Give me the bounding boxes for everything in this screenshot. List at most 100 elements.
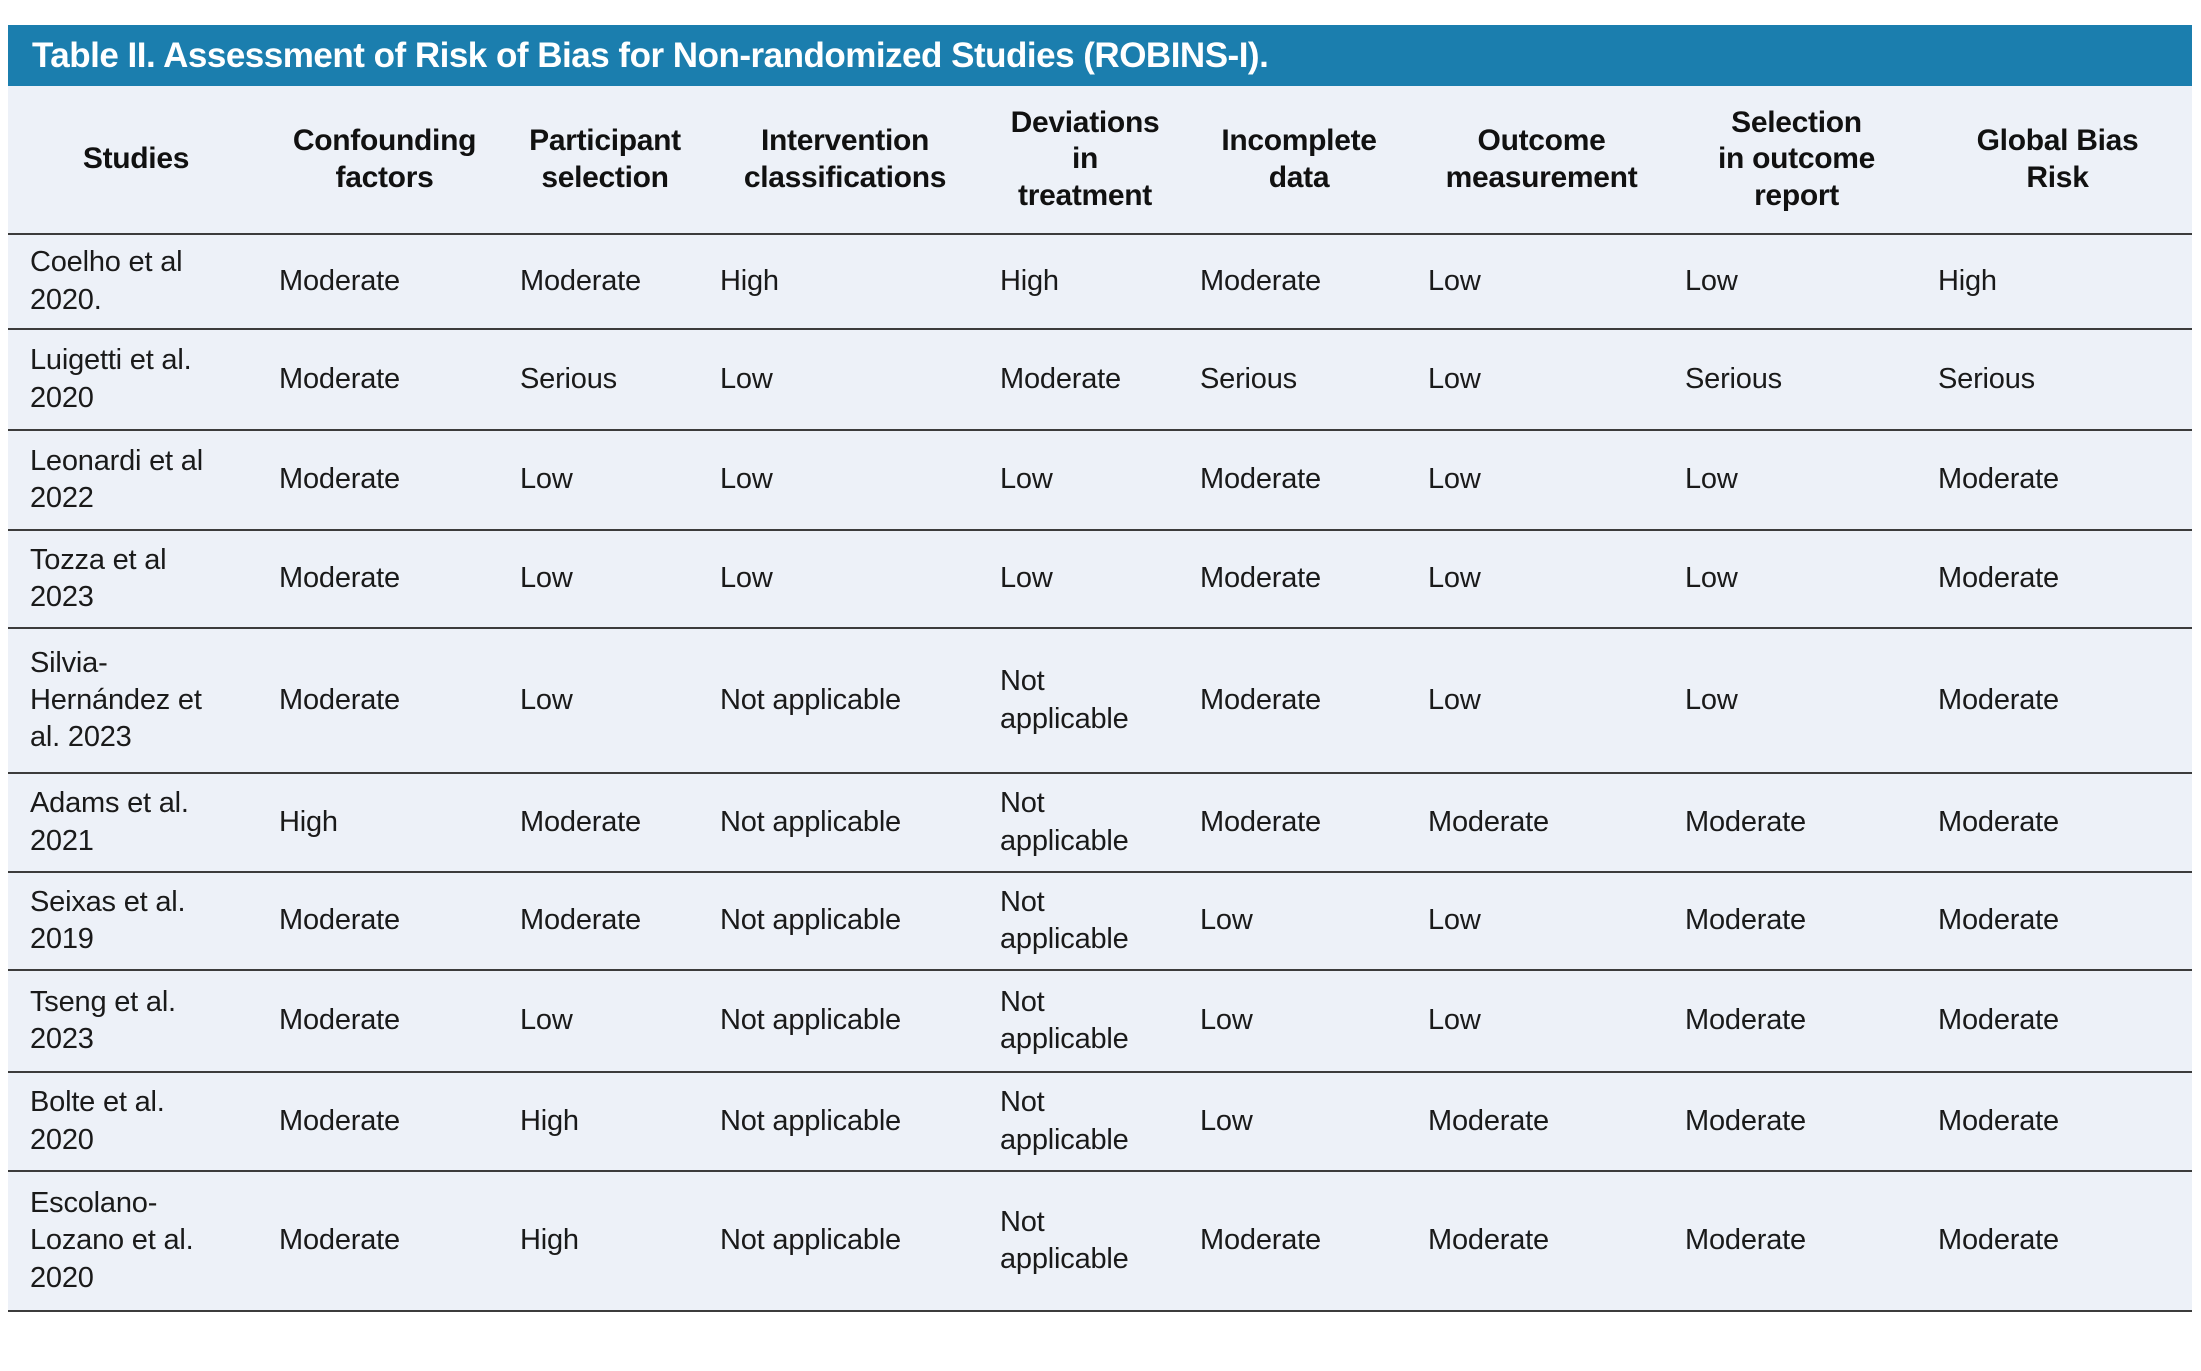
table-title: Table II. Assessment of Risk of Bias for…: [32, 35, 1269, 75]
rating-cell: Moderate: [1185, 773, 1413, 873]
rating-cell: Low: [985, 530, 1185, 629]
rating-cell: Not applicable: [705, 628, 985, 774]
rating-cell: Moderate: [985, 329, 1185, 431]
rating-cell: Low: [1413, 970, 1670, 1073]
rating-cell: Low: [705, 430, 985, 531]
rating-cell: Moderate: [1185, 430, 1413, 531]
rating-cell: Low: [505, 430, 705, 531]
rating-cell: High: [505, 1171, 705, 1312]
study-cell: Tseng et al. 2023: [8, 970, 264, 1073]
rating-cell: Moderate: [1413, 1171, 1670, 1312]
study-cell: Tozza et al 2023: [8, 530, 264, 629]
rating-cell: Serious: [1670, 329, 1923, 431]
rating-cell: Not applicable: [985, 1171, 1185, 1312]
rating-cell: Moderate: [1185, 234, 1413, 330]
rating-cell: Low: [1670, 628, 1923, 774]
table-title-bar: Table II. Assessment of Risk of Bias for…: [8, 25, 2192, 86]
table-row: Tozza et al 2023 Moderate Low Low Low Moderat…: [8, 530, 2192, 629]
rating-cell: Not applicable: [705, 872, 985, 971]
rating-cell: Moderate: [505, 234, 705, 330]
column-header: Selection in outcome report: [1670, 86, 1923, 235]
table-row: Coelho et al 2020. Moderate Moderate High Hi…: [8, 234, 2192, 330]
table-row: Escolano- Lozano et al. 2020 Moderate High…: [8, 1171, 2192, 1312]
table-row: Silvia- Hernández et al. 2023 Moderate Low…: [8, 628, 2192, 774]
header-row: Studies Confounding factors Participant se…: [8, 86, 2192, 235]
rating-cell: Not applicable: [985, 773, 1185, 873]
rating-cell: Moderate: [264, 628, 505, 774]
rating-cell: Moderate: [1923, 628, 2192, 774]
rating-cell: Moderate: [1413, 1072, 1670, 1172]
rating-cell: Serious: [505, 329, 705, 431]
rating-cell: Moderate: [264, 1072, 505, 1172]
rating-cell: Low: [1185, 1072, 1413, 1172]
rating-cell: Low: [1185, 970, 1413, 1073]
column-header: Confounding factors: [264, 86, 505, 235]
column-header: Deviations in treatment: [985, 86, 1185, 235]
rating-cell: Low: [1413, 234, 1670, 330]
rating-cell: Low: [1413, 872, 1670, 971]
rating-cell: Low: [705, 530, 985, 629]
rating-cell: Not applicable: [705, 773, 985, 873]
rating-cell: Low: [1413, 329, 1670, 431]
study-cell: Coelho et al 2020.: [8, 234, 264, 330]
rating-cell: Moderate: [264, 1171, 505, 1312]
table-row: Leonardi et al 2022 Moderate Low Low Low Mode…: [8, 430, 2192, 531]
study-cell: Seixas et al. 2019: [8, 872, 264, 971]
rating-cell: Low: [985, 430, 1185, 531]
study-cell: Luigetti et al. 2020: [8, 329, 264, 431]
rating-cell: Moderate: [1923, 430, 2192, 531]
rating-cell: Low: [1413, 530, 1670, 629]
table-container: Studies Confounding factors Participant se…: [8, 86, 2192, 1312]
rating-cell: Not applicable: [985, 872, 1185, 971]
rating-cell: Moderate: [1923, 872, 2192, 971]
table-row: Adams et al. 2021 High Moderate Not applica…: [8, 773, 2192, 873]
column-header: Intervention classifications: [705, 86, 985, 235]
rating-cell: Low: [505, 628, 705, 774]
rating-cell: Moderate: [264, 970, 505, 1073]
rating-cell: High: [1923, 234, 2192, 330]
table-body: Coelho et al 2020. Moderate Moderate High Hi…: [8, 234, 2192, 1312]
rating-cell: Low: [1185, 872, 1413, 971]
rating-cell: Not applicable: [705, 970, 985, 1073]
rating-cell: Moderate: [505, 872, 705, 971]
rating-cell: Moderate: [1923, 773, 2192, 873]
study-cell: Leonardi et al 2022: [8, 430, 264, 531]
table-row: Luigetti et al. 2020 Moderate Serious Low Mo…: [8, 329, 2192, 431]
rating-cell: Moderate: [505, 773, 705, 873]
column-header: Global Bias Risk: [1923, 86, 2192, 235]
rating-cell: Low: [505, 970, 705, 1073]
rating-cell: Moderate: [1670, 1072, 1923, 1172]
study-cell: Adams et al. 2021: [8, 773, 264, 873]
table-row: Seixas et al. 2019 Moderate Moderate Not ap…: [8, 872, 2192, 971]
column-header: Studies: [8, 86, 264, 235]
rating-cell: Moderate: [1185, 628, 1413, 774]
column-header: Participant selection: [505, 86, 705, 235]
rating-cell: Moderate: [1185, 1171, 1413, 1312]
rating-cell: Serious: [1185, 329, 1413, 431]
rating-cell: High: [264, 773, 505, 873]
rating-cell: Low: [705, 329, 985, 431]
rating-cell: Low: [1413, 430, 1670, 531]
robins-table: Studies Confounding factors Participant se…: [8, 86, 2192, 1312]
column-header: Incomplete data: [1185, 86, 1413, 235]
rating-cell: Low: [1670, 430, 1923, 531]
rating-cell: Low: [1413, 628, 1670, 774]
rating-cell: Moderate: [1670, 872, 1923, 971]
rating-cell: Moderate: [1670, 970, 1923, 1073]
table-row: Bolte et al. 2020 Moderate High Not applica…: [8, 1072, 2192, 1172]
rating-cell: Moderate: [1923, 530, 2192, 629]
rating-cell: High: [985, 234, 1185, 330]
study-cell: Escolano- Lozano et al. 2020: [8, 1171, 264, 1312]
rating-cell: Not applicable: [985, 1072, 1185, 1172]
rating-cell: Moderate: [264, 234, 505, 330]
study-cell: Bolte et al. 2020: [8, 1072, 264, 1172]
rating-cell: Low: [505, 530, 705, 629]
column-header: Outcome measurement: [1413, 86, 1670, 235]
study-cell: Silvia- Hernández et al. 2023: [8, 628, 264, 774]
rating-cell: Moderate: [1185, 530, 1413, 629]
rating-cell: Moderate: [1670, 1171, 1923, 1312]
rating-cell: Moderate: [1923, 970, 2192, 1073]
rating-cell: Moderate: [1923, 1072, 2192, 1172]
rating-cell: Low: [1670, 530, 1923, 629]
